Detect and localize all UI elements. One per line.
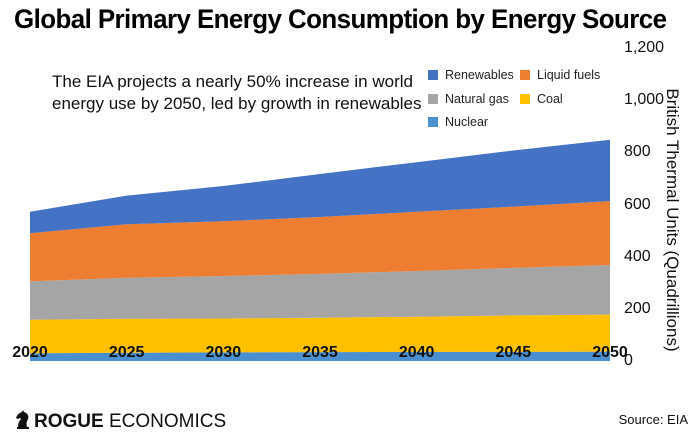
legend-item-liquid-fuels: Liquid fuels xyxy=(520,68,600,82)
area-liquid-fuels xyxy=(30,201,610,282)
legend-swatch xyxy=(520,94,530,104)
legend-label: Nuclear xyxy=(445,115,489,129)
legend-label: Liquid fuels xyxy=(537,68,601,82)
x-tick-label: 2040 xyxy=(398,344,435,361)
legend-item-renewables: Renewables xyxy=(428,68,514,82)
area-renewables xyxy=(30,139,610,234)
x-tick-label: 2025 xyxy=(108,344,145,361)
chart-annotation: The EIA projects a nearly 50% increase i… xyxy=(52,72,422,113)
knight-chess-icon xyxy=(16,410,29,429)
legend-item-nuclear: Nuclear xyxy=(428,115,488,129)
x-tick-label: 2030 xyxy=(205,344,242,361)
y-tick-label: 600 xyxy=(624,195,651,213)
legend-item-natural-gas: Natural gas xyxy=(428,92,509,106)
legend-swatch xyxy=(428,70,438,80)
y-tick-label: 1,000 xyxy=(624,91,665,109)
legend-swatch xyxy=(428,94,438,104)
area-coal xyxy=(30,314,610,354)
legend-label: Coal xyxy=(537,92,563,106)
legend-label: Renewables xyxy=(445,68,514,82)
area-nuclear xyxy=(30,351,610,361)
x-tick-label: 2045 xyxy=(495,344,532,361)
rogue-economics-logo: ROGUE ECONOMICS xyxy=(14,410,226,433)
legend-label: Natural gas xyxy=(445,92,509,106)
x-tick-label: 2035 xyxy=(302,344,338,361)
legend-swatch xyxy=(520,70,530,80)
logo-text-light: ECONOMICS xyxy=(108,411,227,432)
logo-text-bold: ROGUE xyxy=(34,411,104,432)
chart-title: Global Primary Energy Consumption by Ene… xyxy=(14,4,667,34)
area-natural-gas xyxy=(30,265,610,320)
y-tick-label: 1,200 xyxy=(624,39,665,56)
source-note: Source: EIA xyxy=(618,412,688,427)
x-tick-label: 2020 xyxy=(12,344,48,361)
y-axis-label: British Thermal Units (Quadrillions) xyxy=(663,88,682,352)
y-tick-label: 0 xyxy=(624,352,633,369)
legend-item-coal: Coal xyxy=(520,92,563,106)
x-tick-label: 2050 xyxy=(592,344,628,361)
legend-swatch xyxy=(428,117,438,127)
y-tick-label: 200 xyxy=(624,299,651,317)
y-tick-label: 800 xyxy=(624,143,651,161)
y-tick-label: 400 xyxy=(624,247,651,265)
